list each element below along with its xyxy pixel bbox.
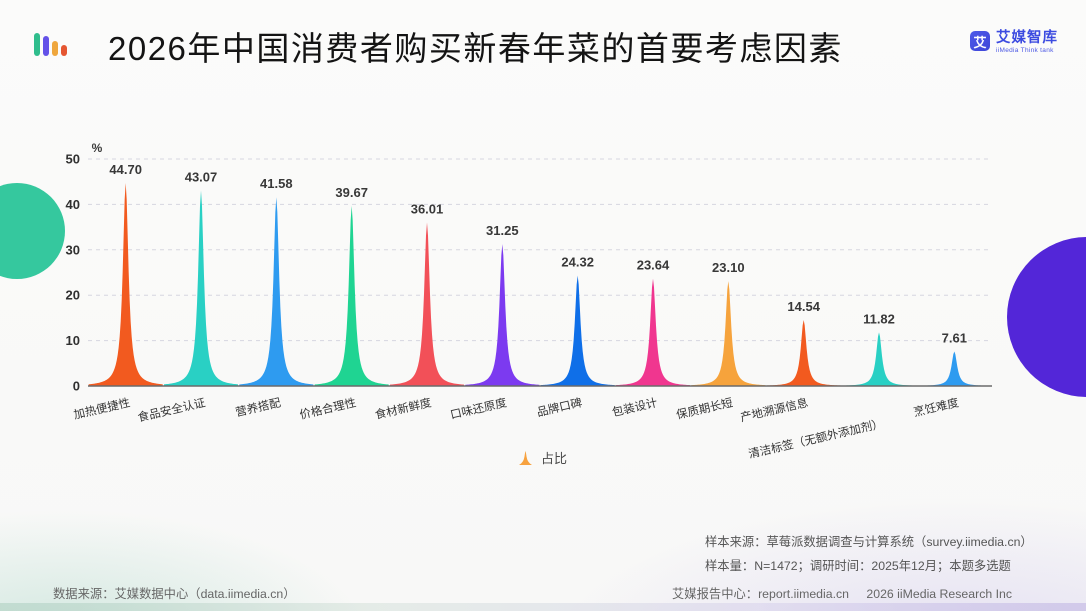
x-axis-label: 包装设计: [611, 396, 659, 419]
value-label: 24.32: [561, 255, 594, 270]
spike-6: [465, 244, 540, 386]
x-axis-label: 口味还原度: [449, 395, 509, 422]
y-axis-tick-label: 10: [66, 333, 80, 348]
value-label: 14.54: [787, 299, 820, 314]
spike-1: [88, 183, 163, 386]
brand-subtitle: iiMedia Think tank: [996, 47, 1054, 54]
spike-10: [766, 319, 841, 386]
copyright-text: 2026 iiMedia Research Inc: [866, 587, 1012, 601]
spike-7: [540, 275, 615, 386]
iimedia-logo-mark: 艾: [970, 31, 990, 51]
x-axis-label: 烹饪难度: [912, 395, 960, 419]
footnote-sample-source: 样本来源：草莓派数据调查与计算系统（survey.iimedia.cn）: [705, 535, 1033, 549]
iimedia-brand-logo: 艾 艾媒智库 iiMedia Think tank: [970, 31, 1058, 54]
y-axis-tick-label: 50: [66, 152, 80, 167]
page-title: 2026年中国消费者购买新春年菜的首要考虑因素: [108, 30, 843, 67]
spike-2: [164, 190, 238, 386]
bottom-gradient-strip: [0, 603, 1086, 611]
spike-9: [691, 281, 766, 386]
legend-label: 占比: [540, 451, 567, 466]
value-label: 23.10: [712, 260, 745, 275]
bar-chart-logo-icon: [34, 33, 67, 56]
value-label: 7.61: [942, 330, 967, 345]
y-axis-tick-label: 40: [66, 197, 80, 212]
footnote-data-source: 数据来源：艾媒数据中心（data.iimedia.cn）: [53, 587, 296, 601]
x-axis-label: 加热便捷性: [72, 395, 131, 422]
x-axis-label: 保质期长短: [675, 395, 735, 422]
x-axis-label: 食品安全认证: [136, 395, 207, 424]
footnote-sample-size: 样本量：N=1472；调研时间：2025年12月；本题多选题: [705, 559, 1011, 573]
value-label: 11.82: [863, 311, 895, 326]
value-label: 44.70: [109, 162, 142, 177]
x-axis-label: 食材新鲜度: [373, 395, 433, 422]
spike-8: [616, 278, 690, 386]
value-label: 41.58: [260, 176, 293, 191]
x-axis-label: 价格合理性: [298, 395, 357, 422]
x-axis-label: 产地溯源信息: [739, 395, 809, 424]
value-label: 31.25: [486, 223, 519, 238]
spike-11: [842, 332, 916, 386]
x-axis-label: 品牌口碑: [535, 395, 583, 419]
value-label: 43.07: [185, 169, 218, 184]
legend-spike-icon: [518, 450, 532, 465]
report-center-url: 艾媒报告中心：report.iimedia.cn: [672, 587, 849, 601]
value-label: 23.64: [637, 258, 670, 273]
footnote-sample-block: 样本来源：草莓派数据调查与计算系统（survey.iimedia.cn） 样本量…: [705, 530, 1033, 578]
y-axis-tick-label: 20: [66, 288, 80, 303]
footnote-report-center: 艾媒报告中心：report.iimedia.cn 2026 iiMedia Re…: [672, 584, 1012, 602]
iimedia-logo-text: 艾媒智库 iiMedia Think tank: [996, 30, 1058, 55]
x-axis-label: 营养搭配: [234, 395, 282, 419]
spike-5: [390, 222, 464, 386]
value-label: 36.01: [411, 202, 444, 217]
spike-4: [314, 205, 389, 386]
brand-name: 艾媒智库: [996, 30, 1058, 46]
chart-legend: 占比: [0, 448, 1086, 467]
y-axis-unit-label: %: [92, 141, 103, 155]
y-axis-tick-label: 0: [73, 379, 80, 394]
spike-12: [917, 351, 992, 386]
y-axis-tick-label: 30: [66, 242, 80, 257]
value-label: 39.67: [335, 185, 368, 200]
spike-3: [239, 197, 314, 386]
